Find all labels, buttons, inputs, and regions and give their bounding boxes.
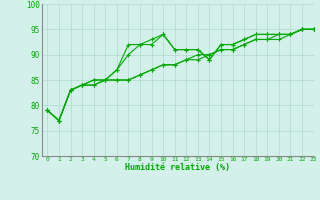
X-axis label: Humidité relative (%): Humidité relative (%) — [125, 163, 230, 172]
